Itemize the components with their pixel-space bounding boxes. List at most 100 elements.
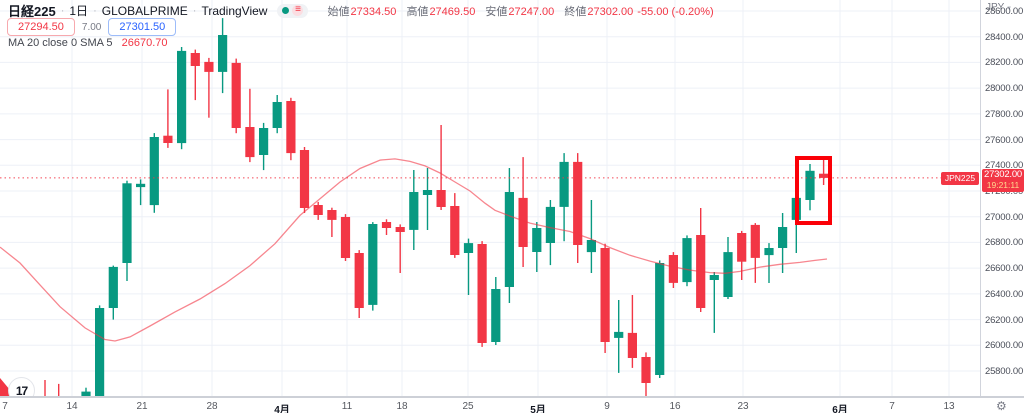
time-axis-label: 7: [2, 401, 8, 412]
open-label: 始値: [327, 5, 350, 18]
indicator-legend[interactable]: MA 20 close 0 SMA 5 26670.70: [8, 37, 168, 49]
menu-icon: ≡: [292, 5, 304, 16]
candle-body: [327, 210, 337, 220]
candle-body: [532, 228, 542, 252]
candle-body: [286, 101, 296, 154]
time-axis-label: 4月: [274, 405, 290, 413]
time-axis[interactable]: 7 14 21 28 4月 11 18 25 5月 9 16 23 6月 7 13 ⚙: [0, 396, 1024, 413]
candle-body: [518, 197, 528, 247]
currency-selector[interactable]: JPY ▾: [986, 2, 1011, 13]
separator: ·: [93, 4, 97, 17]
candle-body: [627, 332, 637, 358]
sell-button[interactable]: 27294.50: [7, 18, 75, 36]
candle-wick: [58, 383, 60, 396]
price-axis-label: 26800.00: [985, 237, 1024, 249]
gear-icon[interactable]: ⚙: [996, 399, 1007, 413]
change-value: -55.00 (-0.20%): [637, 5, 714, 18]
candle-body: [409, 192, 419, 230]
candle-body: [709, 275, 719, 280]
price-axis-label: 28400.00: [985, 31, 1024, 43]
ohlc-readout: 始値27334.50 高値27469.50 安値27247.00 終値27302…: [320, 3, 713, 19]
candle-body: [218, 35, 228, 72]
candle-body: [764, 248, 774, 256]
candle-body: [436, 190, 446, 207]
candle-body: [450, 206, 460, 255]
candle-body: [231, 62, 241, 128]
candle-body: [245, 127, 255, 158]
candle-body: [299, 150, 310, 208]
time-axis-label: 7: [889, 401, 895, 412]
ma-line: [0, 158, 828, 342]
chevron-down-icon: ▾: [1007, 4, 1011, 12]
exchange-name: GLOBALPRIME: [101, 3, 188, 18]
time-axis-label: 25: [462, 401, 474, 412]
last-price-label: 27302.00 19:21:11: [982, 169, 1024, 192]
time-axis-label: 6月: [832, 405, 848, 413]
price-axis-label: 27400.00: [985, 160, 1024, 172]
open-value: 27334.50: [350, 5, 397, 18]
interval-selector[interactable]: 1日: [69, 4, 89, 18]
price-axis-label: 28600.00: [985, 6, 1024, 17]
candle-wick: [822, 156, 825, 185]
price-axis-label: 26000.00: [985, 340, 1024, 352]
time-axis-label: 5月: [530, 405, 546, 413]
price-axis[interactable]: JPY ▾ 28600.00 28400.00 28200.00 28000.00 27…: [980, 0, 1024, 396]
high-value: 27469.50: [429, 5, 476, 18]
price-axis-label: 26400.00: [985, 288, 1024, 300]
candle-body: [641, 357, 651, 383]
price-axis-label: 28200.00: [985, 57, 1024, 69]
candle-body: [750, 224, 760, 258]
symbol-title[interactable]: 日経225: [8, 4, 56, 19]
candle-body: [805, 170, 815, 200]
candle-body: [122, 183, 132, 263]
price-axis-label: 27000.00: [985, 211, 1024, 223]
spread-value: 7.00: [81, 21, 102, 33]
time-axis-label: 11: [341, 401, 353, 412]
price-axis-label: 26200.00: [985, 314, 1024, 326]
buy-button[interactable]: 27301.50: [108, 18, 177, 36]
candle-body: [573, 161, 583, 245]
low-label: 安値: [485, 5, 508, 18]
candle-body: [108, 266, 118, 308]
candle-wick: [331, 207, 333, 237]
candle-body: [723, 252, 733, 297]
candle-wick: [467, 238, 470, 295]
candle-body: [422, 190, 433, 195]
candle-wick: [249, 88, 251, 163]
candle-body: [614, 331, 624, 338]
candle-body: [559, 161, 569, 207]
time-axis-label: 14: [66, 401, 78, 412]
time-axis-label: 16: [669, 401, 681, 412]
low-value: 27247.00: [508, 5, 555, 18]
logo-glyph: 17: [15, 383, 28, 398]
candle-body: [95, 308, 105, 396]
separator: ·: [60, 4, 65, 17]
candle-body: [668, 255, 678, 283]
price-axis-label: 26600.00: [985, 263, 1024, 275]
platform-name: TradingView: [201, 3, 268, 18]
candle-body: [778, 227, 788, 248]
candle-body: [819, 173, 829, 178]
candle-body: [504, 192, 514, 287]
last-price-value: 27302.00: [983, 169, 1023, 180]
candle-wick: [399, 224, 401, 273]
countdown-timer: 19:21:11: [986, 180, 1020, 190]
candle-wick: [440, 125, 442, 210]
candle-body: [737, 233, 747, 262]
candle-body: [463, 243, 474, 253]
chart-legend: 日経225 · 1日 · GLOBALPRIME · TradingView ≡…: [8, 3, 714, 19]
price-axis-label: 25800.00: [985, 366, 1024, 377]
candle-body: [655, 263, 665, 375]
candle-body: [163, 135, 173, 143]
candle-body: [600, 248, 610, 342]
highlight-annotation[interactable]: [795, 156, 832, 225]
price-axis-label: 27600.00: [985, 134, 1024, 146]
candle-body: [177, 50, 187, 144]
status-pill[interactable]: ≡: [277, 3, 309, 18]
symbol-price-tag: JPN225: [941, 172, 979, 185]
separator: ·: [192, 4, 197, 17]
candle-wick: [208, 57, 210, 118]
candlestick-chart[interactable]: [0, 0, 980, 396]
close-label: 終値: [564, 5, 587, 18]
